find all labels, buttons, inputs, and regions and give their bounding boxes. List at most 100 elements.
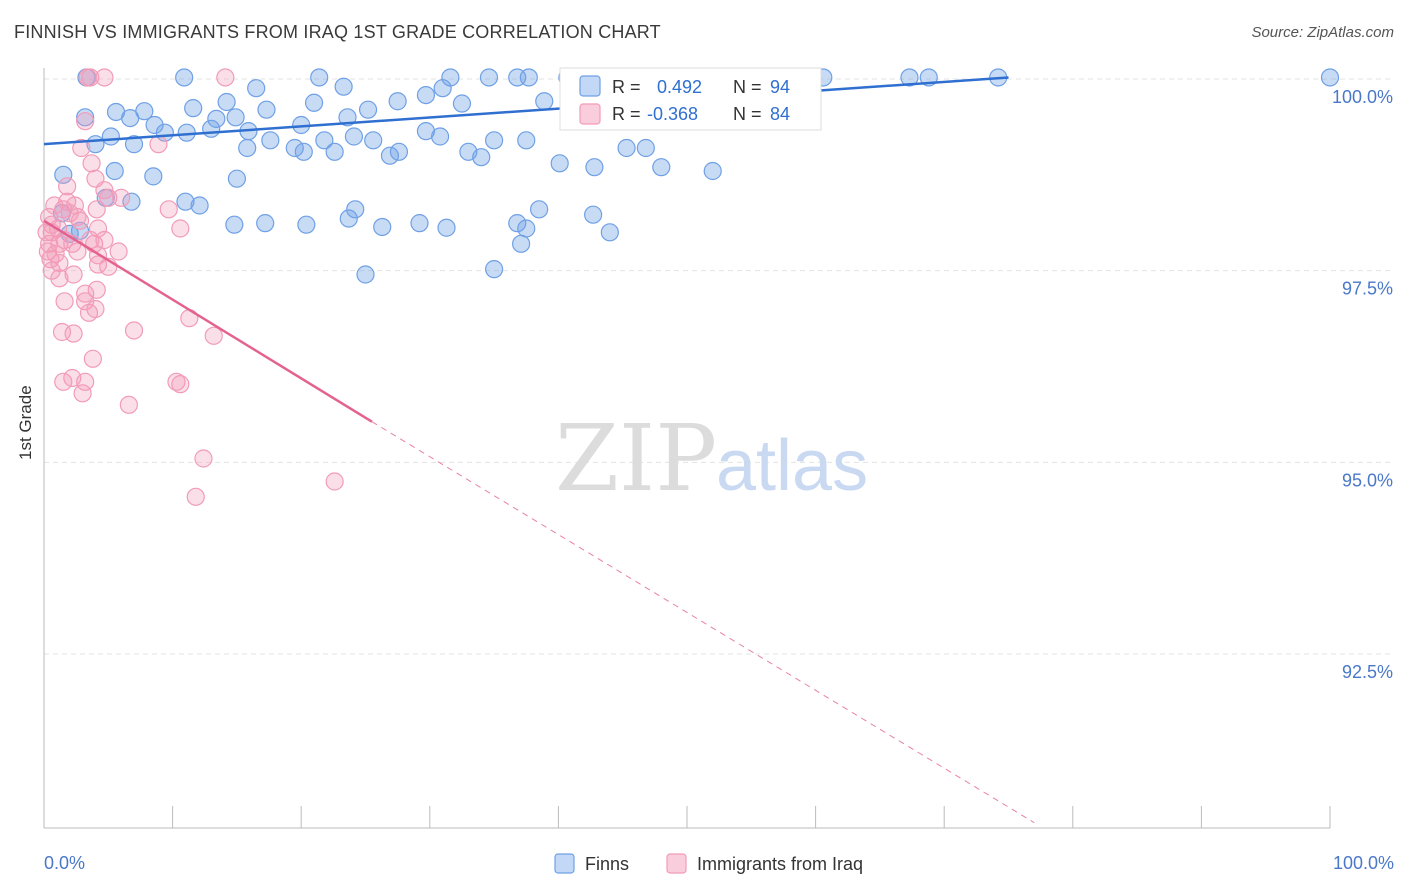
iraq-point bbox=[50, 253, 69, 273]
iraq-point bbox=[52, 322, 72, 342]
finns-point bbox=[247, 79, 266, 98]
finns-point bbox=[410, 214, 429, 233]
x-tick-label-right: 100.0% bbox=[1333, 853, 1394, 873]
iraq-point bbox=[171, 219, 190, 238]
finns-point bbox=[356, 265, 375, 284]
finns-point bbox=[124, 135, 144, 154]
iraq-point bbox=[325, 472, 344, 491]
iraq-point bbox=[159, 200, 178, 219]
finns-point bbox=[285, 138, 304, 158]
finns-point bbox=[437, 218, 456, 237]
finns-point bbox=[703, 161, 722, 181]
iraq-point bbox=[171, 375, 190, 394]
legend-finns-swatch bbox=[554, 853, 575, 874]
iraq-swatch bbox=[579, 103, 601, 125]
axes bbox=[43, 68, 1331, 829]
finns-point bbox=[900, 68, 919, 87]
finns-point bbox=[452, 94, 472, 113]
finns-point bbox=[256, 214, 275, 233]
iraq-point bbox=[204, 326, 223, 345]
iraq-point bbox=[119, 395, 138, 414]
iraq-point bbox=[109, 242, 128, 261]
finns-r-label: R = bbox=[612, 77, 641, 97]
iraq-point bbox=[87, 280, 106, 299]
watermark-zip: ZIP bbox=[555, 405, 717, 512]
iraq-r-value: -0.368 bbox=[647, 104, 698, 124]
finns-point bbox=[190, 196, 209, 215]
iraq-point bbox=[50, 269, 69, 288]
iraq-trend-extension bbox=[371, 421, 1035, 824]
iraq-point bbox=[72, 138, 91, 158]
finns-point bbox=[617, 138, 636, 158]
finns-point bbox=[380, 146, 400, 165]
iraq-point bbox=[112, 188, 131, 207]
watermark: ZIP atlas bbox=[555, 405, 868, 512]
finns-point bbox=[334, 77, 353, 96]
y-tick-label: 95.0% bbox=[1342, 470, 1393, 490]
finns-n-value: 94 bbox=[770, 77, 790, 97]
iraq-point bbox=[73, 384, 92, 403]
finns-point bbox=[346, 200, 365, 219]
finns-point bbox=[519, 68, 538, 87]
finns-point bbox=[207, 109, 226, 128]
finns-point bbox=[338, 108, 357, 127]
finns-point bbox=[225, 215, 244, 234]
iraq-point bbox=[81, 68, 100, 87]
finns-point bbox=[416, 85, 436, 105]
finns-point bbox=[584, 205, 603, 224]
iraq-point bbox=[55, 292, 74, 311]
finns-point bbox=[652, 158, 671, 177]
finns-point bbox=[512, 234, 531, 253]
finns-point bbox=[530, 200, 549, 219]
finns-point bbox=[550, 154, 569, 173]
finns-point bbox=[76, 108, 95, 127]
y-tick-label: 92.5% bbox=[1342, 662, 1393, 682]
iraq-point bbox=[95, 230, 114, 250]
finns-n-label: N = bbox=[733, 77, 762, 97]
iraq-point bbox=[45, 196, 64, 215]
finns-point bbox=[122, 192, 141, 211]
iraq-point bbox=[76, 284, 95, 303]
iraq-point bbox=[186, 487, 205, 506]
finns-point bbox=[238, 138, 257, 158]
finns-point bbox=[175, 68, 194, 87]
finns-point bbox=[257, 100, 276, 119]
finns-point bbox=[339, 209, 358, 228]
iraq-point bbox=[216, 68, 235, 87]
finns-point bbox=[184, 99, 203, 118]
finns-point bbox=[1320, 68, 1340, 87]
finns-point bbox=[600, 223, 619, 242]
finns-point bbox=[517, 131, 536, 150]
finns-point bbox=[144, 167, 163, 186]
iraq-r-label: R = bbox=[612, 104, 641, 124]
finns-point bbox=[297, 215, 316, 234]
legend-iraq-swatch bbox=[666, 853, 687, 874]
finns-swatch bbox=[579, 75, 601, 97]
iraq-point bbox=[79, 303, 99, 322]
legend-finns-label: Finns bbox=[585, 854, 629, 874]
finns-point bbox=[485, 260, 504, 279]
iraq-point bbox=[54, 372, 73, 391]
stats-legend: R = 0.492 N = 94 R = -0.368 N = 84 bbox=[559, 67, 822, 131]
finns-point bbox=[121, 108, 140, 128]
iraq-point bbox=[70, 211, 90, 230]
finns-point bbox=[105, 161, 124, 181]
iraq-point bbox=[40, 234, 59, 253]
y-tick-label: 100.0% bbox=[1332, 87, 1393, 107]
chart-title: FINNISH VS IMMIGRANTS FROM IRAQ 1ST GRAD… bbox=[14, 22, 661, 42]
x-tick-label-left: 0.0% bbox=[44, 853, 85, 873]
finns-point bbox=[217, 92, 236, 112]
finns-point bbox=[176, 192, 195, 211]
legend-iraq-label: Immigrants from Iraq bbox=[697, 854, 863, 874]
y-tick-labels: 100.0% 97.5% 95.0% 92.5% bbox=[1332, 87, 1393, 682]
source-credit: Source: ZipAtlas.com bbox=[1251, 24, 1394, 41]
iraq-point bbox=[82, 154, 101, 173]
iraq-point bbox=[87, 200, 106, 219]
finns-point bbox=[261, 131, 280, 150]
finns-point bbox=[479, 68, 499, 87]
finns-point bbox=[310, 68, 329, 87]
finns-point bbox=[358, 100, 378, 119]
finns-point bbox=[145, 115, 164, 135]
stats-legend-frame bbox=[559, 67, 822, 131]
